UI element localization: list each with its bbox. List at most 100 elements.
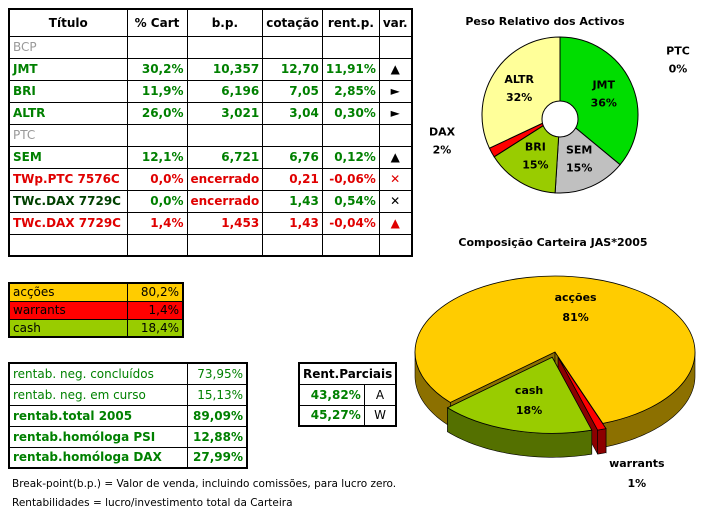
table-cell [378,123,413,147]
table-cell: 1,43 [262,211,323,235]
table-cell: 0,0% [126,189,188,213]
table-row: PTC [8,123,413,147]
table-cell: ► [378,101,413,125]
header-row: Rent.Parciais [298,362,397,385]
header-cell: b.p. [186,8,264,37]
table-cell: ▲ [378,57,413,81]
table-cell: 12,88% [186,425,248,448]
table-cell [321,123,380,147]
table-cell [262,123,323,147]
note: Break-point(b.p.) = Valor de venda, incl… [12,478,397,490]
header-cell: rent.p. [321,8,380,37]
table-cell: rentab.total 2005 [8,404,188,427]
table-cell: 43,82% [298,383,365,406]
table-cell: JMT [8,57,128,81]
slice-label: SEM [566,143,592,156]
slice-label: acções [555,291,597,304]
table-cell: encerrado [186,189,264,213]
table-cell: 10,357 [186,57,264,81]
table-row: JMT 30,2% 10,357 12,70 11,91% ▲ [8,57,413,81]
table-cell: TWp.PTC 7576C [8,167,128,191]
table-row: TWc.DAX 7729C 1,4% 1,453 1,43 -0,04% ▲ [8,211,413,235]
table-row: BRI 11,9% 6,196 7,05 2,85% ► [8,79,413,103]
slice-label: JMT [591,78,615,91]
table-cell: 0,12% [321,145,380,169]
table-row: rentab.total 2005 89,09% [8,404,248,427]
table-cell: BCP [8,35,128,59]
header-cell: var. [378,8,413,37]
slice-value-label: 1% [628,477,647,490]
header-row: Título% Cart b.p. cotação rent.p. var. [8,8,413,37]
header-cell: Rent.Parciais [298,362,397,385]
slice-side [597,428,607,455]
table-cell: 2,85% [321,79,380,103]
table-cell: ▲ [378,211,413,235]
table-cell: 1,4% [126,300,184,320]
table-cell: TWc.DAX 7729C [8,189,128,213]
table-cell [186,35,264,59]
table-cell [378,35,413,59]
table-row: TWc.DAX 7729C 0,0% encerrado 1,43 0,54% ✕ [8,189,413,213]
table-cell: 6,196 [186,79,264,103]
table-cell: TWc.DAX 7729C [8,211,128,235]
table-cell: 80,2% [126,282,184,302]
table-cell: 0,21 [262,167,323,191]
table-row: BCP [8,35,413,59]
pie-slice [554,113,621,194]
table-cell: cash [8,318,128,338]
table-cell [186,123,264,147]
pie-slice [481,36,561,149]
table-cell: 73,95% [186,362,248,385]
header-cell: % Cart [126,8,188,37]
table-row: rentab.homóloga PSI 12,88% [8,425,248,448]
table-cell: 3,021 [186,101,264,125]
donut-hole [541,100,579,138]
table-cell: 3,04 [262,101,323,125]
note: Rentabilidades = lucro/investimento tota… [12,497,293,509]
table-cell: 45,27% [298,404,365,427]
chart-title: Peso Relativo dos Activos [465,15,625,28]
pie-slice [446,356,593,434]
pie-slice [414,275,696,424]
table-cell: rentab.homóloga PSI [8,425,188,448]
table-cell: ✕ [378,167,413,191]
table-cell: 15,13% [186,383,248,406]
slice-value-label: 18% [516,404,542,417]
table-cell: 1,43 [262,189,323,213]
table-cell: ▲ [378,145,413,169]
table-cell: 1,453 [186,211,264,235]
table-cell: rentab.homóloga DAX [8,446,188,469]
table-cell: 26,0% [126,101,188,125]
allocation-table: acções 80,2% warrants 1,4% cash 18,4% [8,282,184,338]
table-cell: -0,04% [321,211,380,235]
partial-returns-table: Rent.Parciais 43,82% A 45,27% W [298,362,398,427]
table-cell: encerrado [186,167,264,191]
table-cell: 12,70 [262,57,323,81]
table-cell: 18,4% [126,318,184,338]
table-cell: 89,09% [186,404,248,427]
table-cell [8,233,128,257]
table-cell: PTC [8,123,128,147]
table-cell [126,35,188,59]
table-row: rentab. neg. concluídos 73,95% [8,362,248,385]
pie-slice [493,114,561,194]
table-row: warrants 1,4% [8,300,184,320]
header-cell: cotação [262,8,323,37]
table-row: TWp.PTC 7576C 0,0% encerrado 0,21 -0,06% ✕ [8,167,413,191]
table-cell [126,233,188,257]
pie-slice [557,357,607,431]
table-row: 43,82% A [298,383,397,406]
slice-label: warrants [609,457,665,470]
table-cell [321,35,380,59]
portfolio-table: Título% Cart b.p. cotação rent.p. var. BCP JM… [8,8,413,257]
slice-label: PTC [666,44,690,57]
chart-title: Composição Carteira JAS*2005 [458,236,647,249]
table-cell: 30,2% [126,57,188,81]
table-cell: 6,76 [262,145,323,169]
table-cell: 27,99% [186,446,248,469]
header-cell: Título [8,8,128,37]
pie-slice [559,36,639,166]
table-cell: BRI [8,79,128,103]
